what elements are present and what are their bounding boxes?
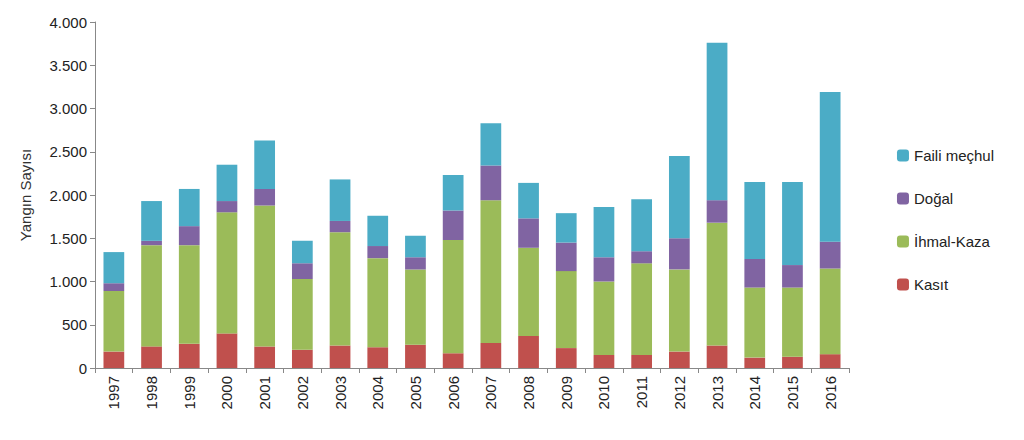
svg-text:4.000: 4.000 bbox=[49, 14, 87, 31]
svg-text:1998: 1998 bbox=[143, 376, 160, 409]
svg-text:2011: 2011 bbox=[633, 376, 650, 408]
svg-text:Yangın Sayısı: Yangın Sayısı bbox=[17, 149, 34, 241]
svg-text:2015: 2015 bbox=[784, 376, 801, 409]
svg-text:Faili meçhul: Faili meçhul bbox=[914, 147, 994, 164]
svg-text:1.500: 1.500 bbox=[49, 230, 87, 247]
svg-text:2005: 2005 bbox=[407, 376, 424, 409]
svg-text:3.500: 3.500 bbox=[49, 57, 87, 74]
svg-text:Kasıt: Kasıt bbox=[914, 276, 949, 293]
svg-text:Doğal: Doğal bbox=[914, 190, 953, 207]
svg-text:1999: 1999 bbox=[181, 376, 198, 409]
svg-text:2002: 2002 bbox=[294, 376, 311, 409]
svg-text:2009: 2009 bbox=[558, 376, 575, 409]
svg-text:2008: 2008 bbox=[520, 376, 537, 409]
svg-text:1997: 1997 bbox=[105, 376, 122, 409]
svg-text:0: 0 bbox=[79, 360, 87, 377]
svg-text:2001: 2001 bbox=[256, 376, 273, 409]
svg-text:2007: 2007 bbox=[482, 376, 499, 409]
svg-text:2004: 2004 bbox=[369, 376, 386, 409]
svg-text:2000: 2000 bbox=[218, 376, 235, 409]
svg-text:500: 500 bbox=[62, 316, 87, 333]
svg-text:İhmal-Kaza: İhmal-Kaza bbox=[914, 233, 991, 250]
svg-text:3.000: 3.000 bbox=[49, 100, 87, 117]
svg-text:2003: 2003 bbox=[332, 376, 349, 409]
svg-text:2014: 2014 bbox=[746, 376, 763, 409]
svg-text:2.500: 2.500 bbox=[49, 143, 87, 160]
svg-text:2.000: 2.000 bbox=[49, 187, 87, 204]
svg-text:2016: 2016 bbox=[822, 376, 839, 409]
svg-text:2013: 2013 bbox=[709, 376, 726, 409]
svg-text:2010: 2010 bbox=[595, 376, 612, 409]
svg-text:2006: 2006 bbox=[445, 376, 462, 409]
svg-text:2012: 2012 bbox=[671, 376, 688, 409]
svg-text:1.000: 1.000 bbox=[49, 273, 87, 290]
